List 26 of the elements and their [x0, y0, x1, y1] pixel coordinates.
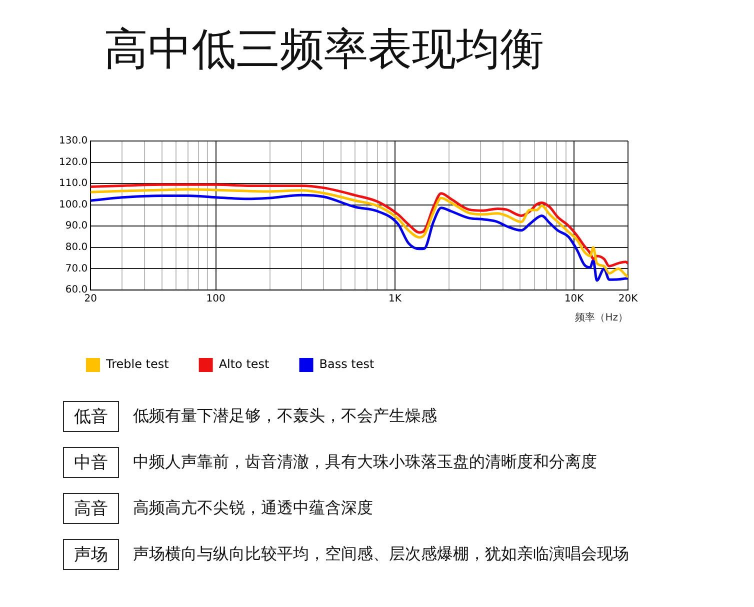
- chart-title: 高中低三频率表现均衡: [104, 23, 545, 77]
- y-tick-label: 70.0: [65, 263, 88, 274]
- x-tick-label: 1K: [388, 294, 402, 305]
- y-tick-label: 130.0: [58, 136, 88, 147]
- text: 中频人声靠前，齿音清澈，具有大珠小珠落玉盘的清晰度和分离度: [133, 452, 597, 472]
- legend-label: Bass test: [319, 357, 375, 372]
- legend-label: Alto test: [218, 357, 270, 372]
- legend-label: Treble test: [105, 357, 170, 372]
- text: 声场: [63, 538, 119, 570]
- y-tick-label: 100.0: [58, 199, 88, 210]
- x-tick-label: 20: [84, 294, 97, 305]
- text: 高频高亢不尖锐，通透中蕴含深度: [133, 498, 373, 518]
- x-tick-label: 100: [206, 294, 226, 305]
- y-tick-label: 80.0: [65, 242, 88, 254]
- y-tick-label: 90.0: [65, 220, 88, 232]
- x-axis-title: 频率（Hz）: [575, 312, 628, 324]
- y-tick-label: 110.0: [58, 178, 88, 190]
- text: 低频有量下潜足够，不轰头，不会产生燥感: [133, 406, 437, 426]
- text: 中音: [63, 446, 119, 478]
- x-tick-label: 10K: [564, 294, 584, 305]
- y-tick-label: 60.0: [65, 284, 88, 296]
- y-tick-label: 120.0: [58, 156, 88, 168]
- text: 低音: [63, 400, 119, 432]
- text: 高音: [63, 492, 119, 524]
- x-tick-label: 20K: [618, 294, 638, 305]
- text: 声场横向与纵向比较平均，空间感、层次感爆棚，犹如亲临演唱会现场: [133, 544, 629, 564]
